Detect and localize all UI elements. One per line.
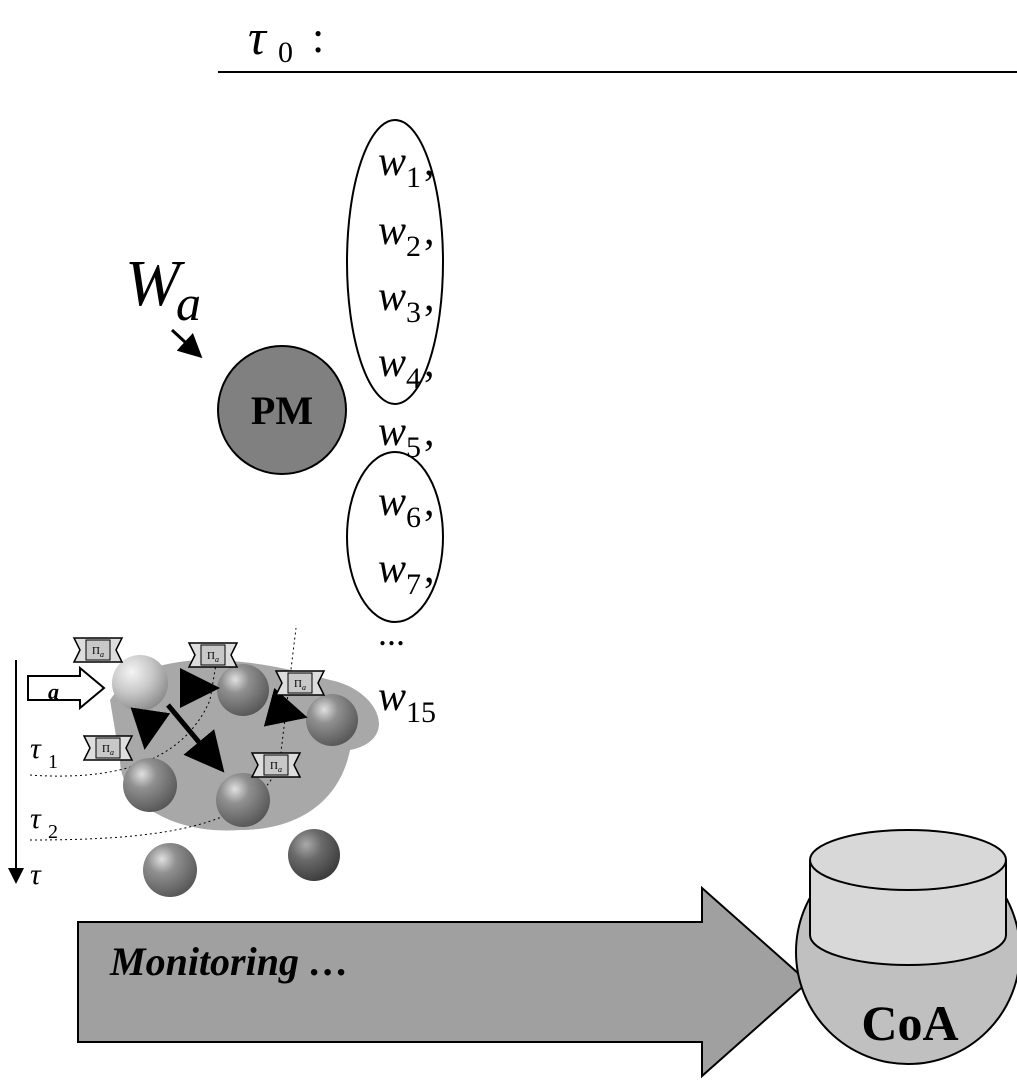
w-item-symbol: w	[378, 674, 406, 720]
w-item-symbol: w	[378, 546, 406, 592]
header-symbol: τ	[248, 9, 268, 65]
agent-node	[112, 655, 168, 711]
agent-label-subscript: a	[302, 683, 306, 692]
agent-node	[306, 694, 358, 746]
header-subscript: 0	[278, 36, 293, 69]
input-arrow	[172, 330, 198, 354]
w-item-symbol: w	[378, 409, 406, 455]
agent-label-subscript: a	[278, 765, 282, 774]
ellipsis: ...	[378, 613, 405, 653]
w-item-subscript: 2	[406, 230, 421, 263]
agent-node	[216, 773, 270, 827]
w-item-symbol: w	[378, 208, 406, 254]
w-item-symbol: w	[378, 479, 406, 525]
agent-node	[217, 664, 269, 716]
input-set-subscript: a	[176, 275, 201, 331]
agent-node	[143, 843, 197, 897]
agent-label: Π	[294, 678, 302, 690]
tau-subscript: 1	[48, 751, 58, 773]
group-ellipse	[347, 452, 443, 622]
w-item-punct: ,	[424, 274, 435, 320]
w-item-symbol: w	[378, 139, 406, 185]
agent-label-subscript: a	[110, 748, 114, 757]
diagram: τ 0 : W a PM w1,w2,w3,w4,w5,w6,w7, ... w…	[0, 0, 1017, 1080]
agent-label: Π	[92, 645, 100, 657]
input-label: a	[48, 679, 59, 704]
w-item-subscript: 1	[406, 161, 421, 194]
tau-symbol: τ	[30, 732, 42, 765]
w-item-subscript: 6	[406, 501, 421, 534]
agent-node	[123, 758, 177, 812]
w-item-subscript: 7	[406, 568, 421, 601]
input-arrow-shape	[28, 668, 104, 708]
store-label: CoA	[861, 995, 958, 1051]
agent-label: Π	[270, 760, 278, 772]
w-item-punct: ,	[424, 479, 435, 525]
tau-subscript: 2	[48, 821, 58, 843]
monitoring-label: Monitoring …	[109, 939, 349, 984]
w-item-punct: ,	[424, 546, 435, 592]
w-item-subscript: 3	[406, 296, 421, 329]
w-item-punct: ,	[424, 340, 435, 386]
header-colon: :	[312, 13, 324, 62]
tau-axis-label: τ	[30, 858, 42, 891]
w-item-symbol: w	[378, 340, 406, 386]
w-item-subscript: 15	[406, 696, 436, 729]
agent-label: Π	[207, 650, 215, 662]
tau-symbol: τ	[30, 802, 42, 835]
agent-node	[288, 829, 340, 881]
agent-label: Π	[102, 743, 110, 755]
w-item-punct: ,	[424, 409, 435, 455]
w-item-punct: ,	[424, 208, 435, 254]
agent-label-subscript: a	[215, 655, 219, 664]
agent-label-subscript: a	[100, 650, 104, 659]
w-item-subscript: 4	[406, 362, 421, 395]
process-model-label: PM	[251, 388, 313, 433]
w-item-symbol: w	[378, 274, 406, 320]
store-cylinder-top	[810, 830, 1006, 890]
w-item-subscript: 5	[406, 431, 421, 464]
w-item-punct: ,	[424, 139, 435, 185]
